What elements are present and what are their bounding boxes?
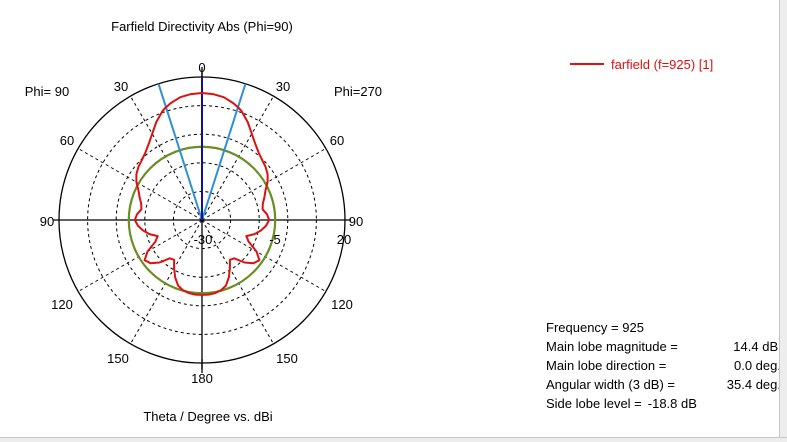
sidelobe-label: Side lobe level = — [546, 396, 642, 411]
grid-spoke-120-left — [77, 219, 203, 292]
angle-label-bottom: 180 — [191, 371, 213, 386]
info-side-lobe-level: Side lobe level = -18.8 dB — [546, 394, 781, 413]
polar-plot: Farfield Directivity Abs (Phi=90) 0 180 … — [25, 19, 713, 424]
angle-label-right-120: 120 — [331, 297, 353, 312]
window-border-bottom — [0, 437, 787, 442]
x-axis-label: Theta / Degree vs. dBi — [143, 409, 272, 424]
info-main-lobe-magnitude: Main lobe magnitude = 14.4 dBi — [546, 337, 781, 356]
beamwidth-line-right — [201, 83, 247, 221]
grid-spoke-120-right — [201, 219, 327, 292]
legend-entry: farfield (f=925) [1] — [611, 57, 713, 72]
phi-left-label: Phi= 90 — [25, 84, 69, 99]
angle-label-right-150: 150 — [276, 351, 298, 366]
angle-label-left-120: 120 — [51, 297, 73, 312]
info-angular-width: Angular width (3 dB) = 35.4 deg. — [546, 375, 781, 394]
radial-tick-min: -30 — [194, 232, 213, 247]
angle-label-left-150: 150 — [107, 351, 129, 366]
info-main-lobe-direction: Main lobe direction = 0.0 deg. — [546, 356, 781, 375]
angle-label-right-30: 30 — [276, 79, 290, 94]
chart-title: Farfield Directivity Abs (Phi=90) — [111, 19, 293, 34]
info-frequency: Frequency = 925 — [546, 318, 781, 337]
sidelobe-value: -18.8 dB — [647, 396, 697, 411]
angle-label-right-90: 90 — [349, 214, 363, 229]
legend: farfield (f=925) [1] — [570, 57, 713, 72]
angle-label-left-30: 30 — [114, 79, 128, 94]
grid-spoke-150-left — [130, 219, 203, 345]
grid-spoke-150-right — [201, 219, 274, 345]
radial-tick-mid: -5 — [269, 232, 281, 247]
farfield-trace — [133, 92, 271, 296]
angle-label-left-90: 90 — [40, 214, 54, 229]
angle-label-right-60: 60 — [330, 133, 344, 148]
width-label: Angular width (3 dB) = — [546, 377, 675, 392]
direction-label: Main lobe direction = — [546, 358, 667, 373]
radial-tick-max: 20 — [337, 232, 351, 247]
angle-label-top: 0 — [198, 60, 205, 75]
frequency-label: Frequency = 925 — [546, 320, 644, 335]
beamwidth-line-left — [157, 83, 203, 221]
direction-value: 0.0 deg. — [734, 358, 781, 373]
width-value: 35.4 deg. — [726, 377, 781, 392]
phi-right-label: Phi=270 — [334, 84, 382, 99]
farfield-info-panel: Frequency = 925 Main lobe magnitude = 14… — [546, 318, 781, 413]
angle-label-left-60: 60 — [60, 133, 74, 148]
magnitude-value: 14.4 dBi — [733, 339, 781, 354]
magnitude-label: Main lobe magnitude = — [546, 339, 678, 354]
window-border-right — [779, 0, 787, 442]
angle-labels: 0 180 30 60 90 120 150 30 60 90 120 150 … — [25, 60, 382, 386]
